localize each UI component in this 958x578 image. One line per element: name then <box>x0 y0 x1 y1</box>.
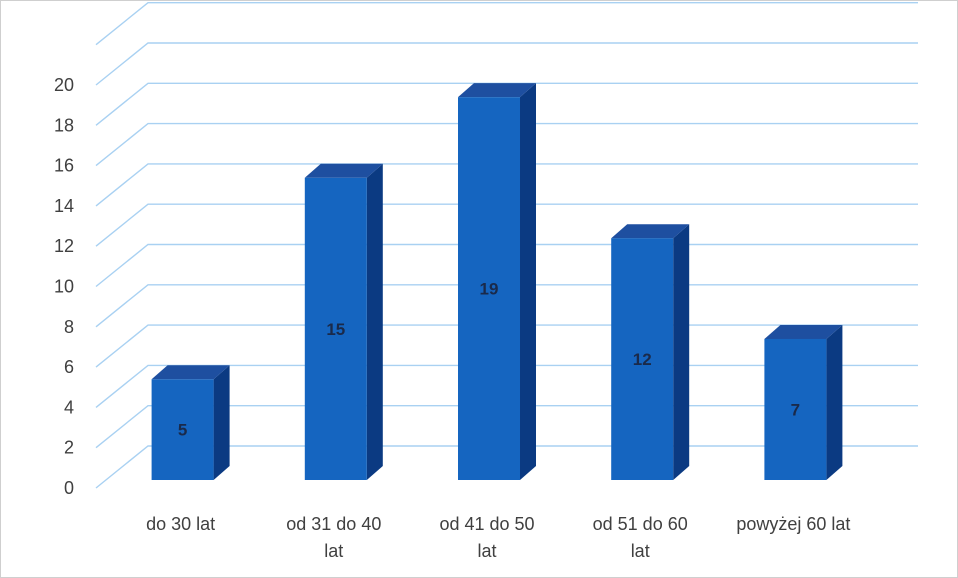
category-label: od 51 do 60 lat <box>593 514 688 561</box>
bar <box>304 163 383 480</box>
bar-top <box>304 163 383 178</box>
category-label: od 41 do 50 lat <box>439 514 534 561</box>
bar-side <box>213 365 230 480</box>
bar <box>611 224 690 480</box>
bar-top <box>611 224 690 239</box>
data-label: 5 <box>178 421 187 440</box>
y-tick-label: 8 <box>64 317 74 337</box>
category-label: do 30 lat <box>146 514 215 534</box>
y-tick-label: 14 <box>54 196 74 216</box>
gridline <box>95 163 918 207</box>
y-axis-ticks: 0 2 4 6 8 10 12 14 16 18 20 <box>54 75 74 498</box>
y-tick-label: 10 <box>54 277 74 297</box>
data-label: 19 <box>480 280 499 299</box>
bar-side <box>673 224 690 480</box>
bar <box>151 365 230 480</box>
bar-front <box>611 238 674 480</box>
bars <box>151 83 843 481</box>
bar <box>458 83 536 481</box>
data-label: 15 <box>326 320 345 339</box>
data-label: 12 <box>633 350 652 369</box>
gridline <box>95 122 918 167</box>
bar-top <box>764 324 843 339</box>
y-tick-label: 20 <box>54 75 74 95</box>
gridline <box>95 82 918 126</box>
y-tick-label: 4 <box>64 397 74 417</box>
data-labels: 5 15 19 12 7 <box>178 280 800 440</box>
gridline <box>95 2 918 46</box>
y-tick-label: 2 <box>64 438 74 458</box>
category-label: powyżej 60 lat <box>736 514 850 534</box>
bar-top <box>151 365 230 380</box>
bar-front <box>151 379 214 480</box>
y-tick-label: 18 <box>54 115 74 135</box>
bar <box>764 324 843 480</box>
bar-side <box>520 83 536 481</box>
bar-front <box>764 338 827 480</box>
data-label: 7 <box>791 400 800 419</box>
bar-side <box>366 163 383 480</box>
y-tick-label: 0 <box>64 478 74 498</box>
y-tick-label: 16 <box>54 156 74 176</box>
bar-front <box>458 97 520 481</box>
category-label: od 31 do 40 lat <box>286 514 381 561</box>
gridline <box>95 203 918 247</box>
y-tick-label: 6 <box>64 357 74 377</box>
x-axis-categories: do 30 lat od 31 do 40 lat od 41 do 50 lat od … <box>146 514 850 561</box>
gridline <box>95 42 918 86</box>
y-tick-label: 12 <box>54 236 74 256</box>
bar-top <box>458 83 536 98</box>
bar-front <box>304 177 367 480</box>
bar-side <box>826 324 843 480</box>
